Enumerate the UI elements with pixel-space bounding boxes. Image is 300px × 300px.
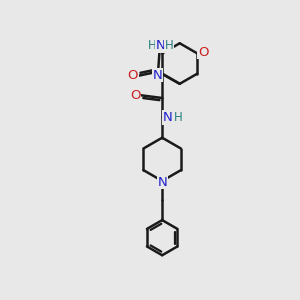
Text: N: N bbox=[152, 68, 162, 82]
Text: N: N bbox=[163, 111, 172, 124]
Text: H: H bbox=[165, 39, 174, 52]
Text: O: O bbox=[198, 46, 208, 59]
Text: N: N bbox=[156, 39, 166, 52]
Text: H: H bbox=[148, 39, 156, 52]
Text: N: N bbox=[157, 176, 167, 189]
Text: H: H bbox=[173, 111, 182, 124]
Text: O: O bbox=[130, 89, 140, 102]
Text: O: O bbox=[128, 69, 138, 82]
